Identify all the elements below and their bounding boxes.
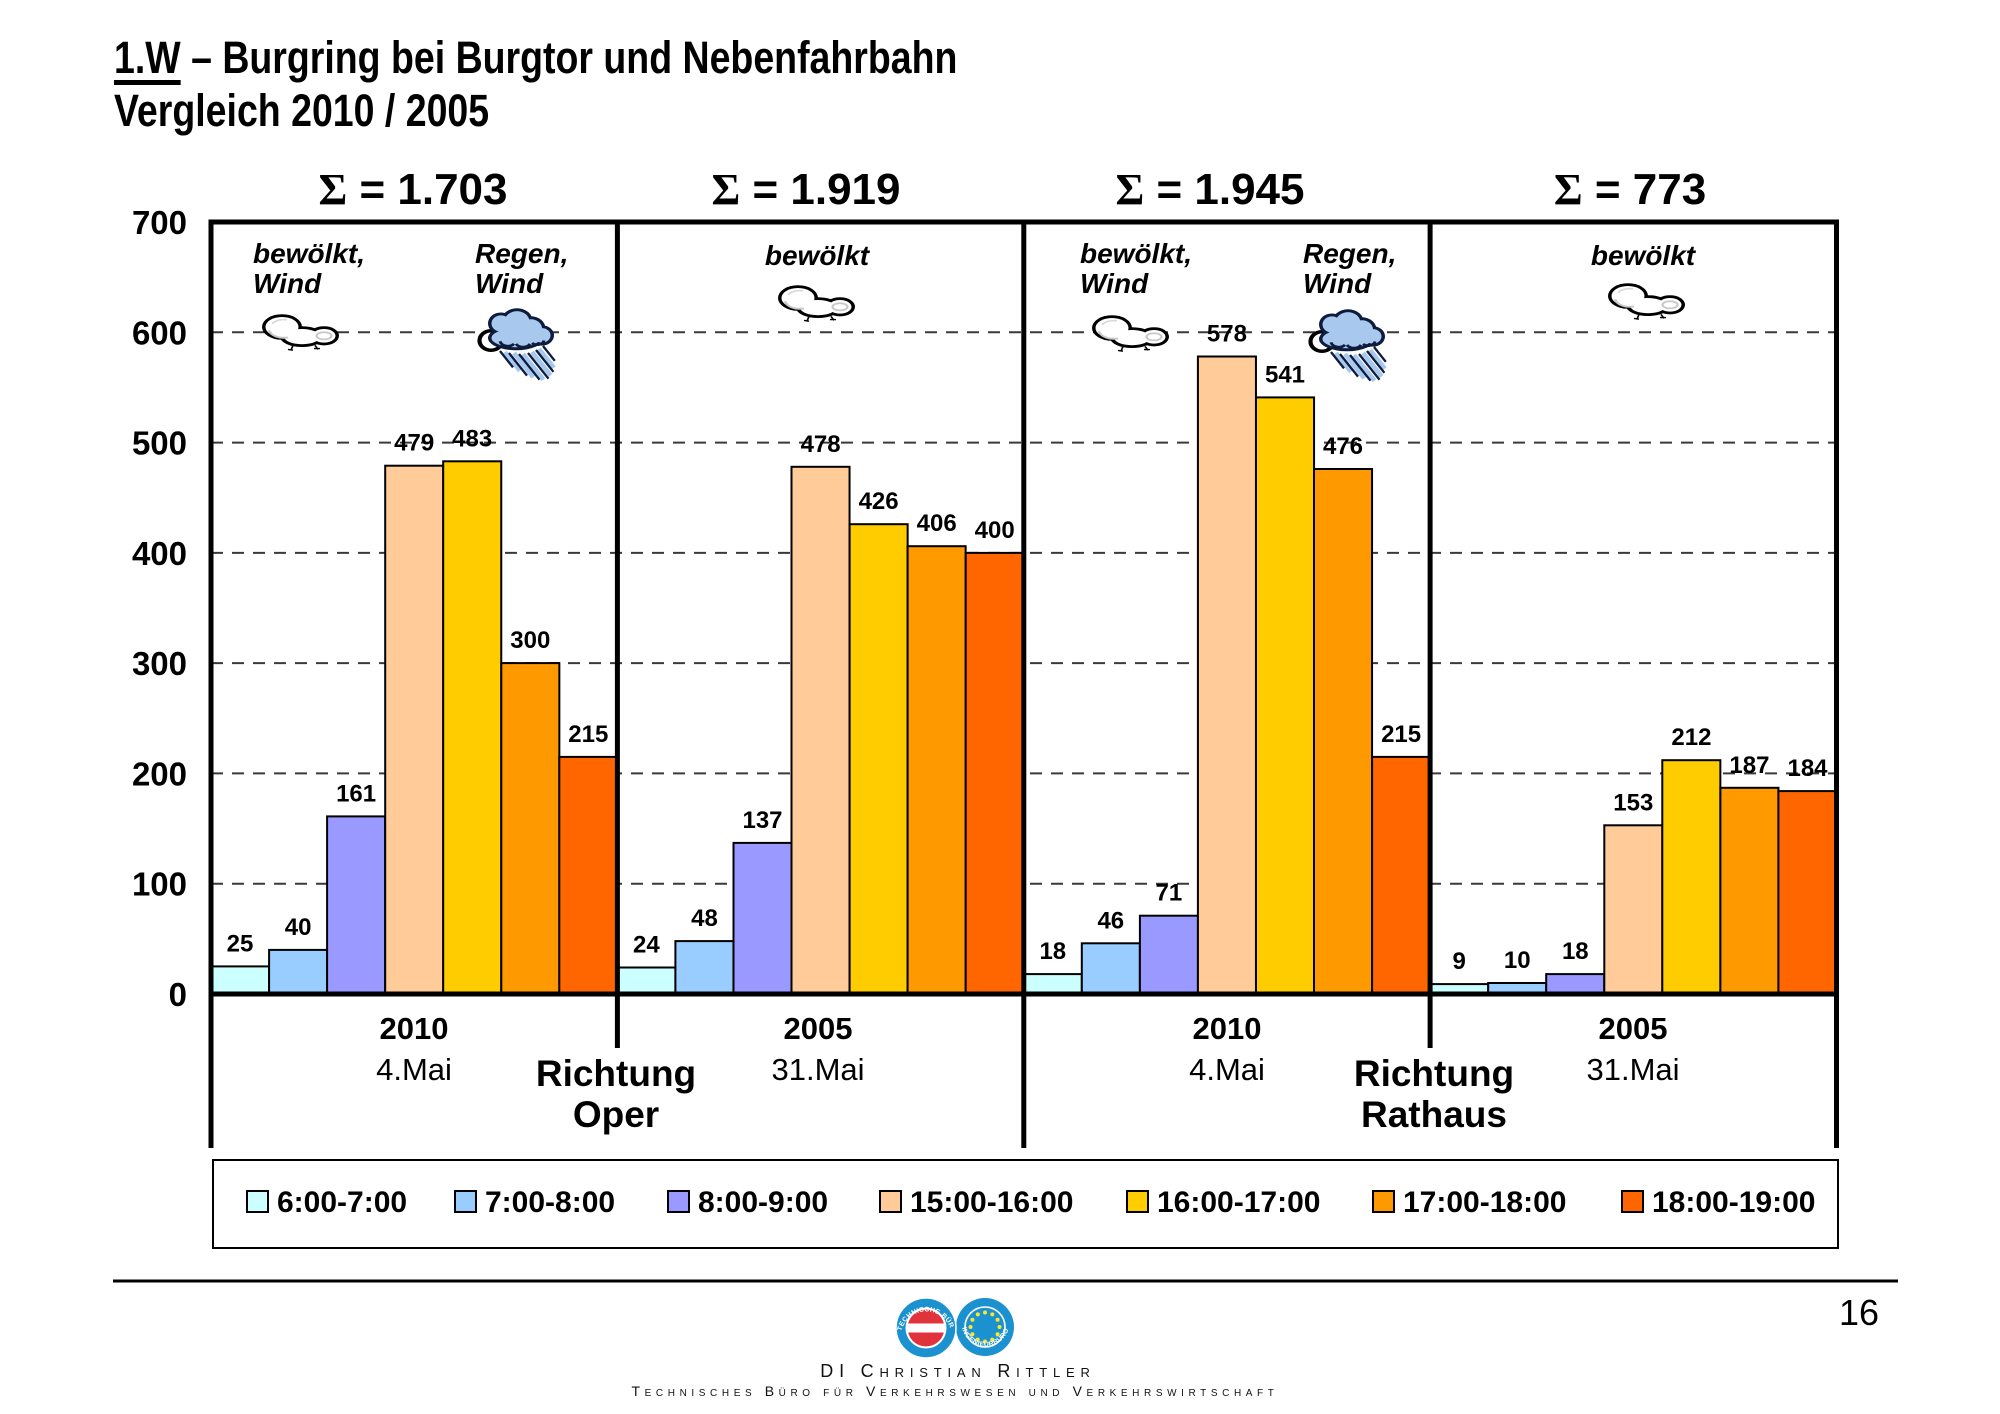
svg-text:476: 476 — [1323, 433, 1363, 460]
svg-text:16: 16 — [1839, 1292, 1879, 1333]
svg-text:Richtung: Richtung — [1354, 1053, 1514, 1094]
svg-text:2010: 2010 — [1193, 1011, 1262, 1046]
svg-text:483: 483 — [452, 425, 492, 452]
svg-text:Technisches Büro für Verkehrsw: Technisches Büro für Verkehrswesen und V… — [632, 1383, 1279, 1399]
svg-text:15:00-16:00: 15:00-16:00 — [910, 1186, 1073, 1219]
svg-text:406: 406 — [917, 510, 957, 537]
svg-text:Σ = 773: Σ = 773 — [1554, 165, 1706, 214]
svg-text:40: 40 — [285, 914, 312, 941]
svg-text:4.Mai: 4.Mai — [376, 1052, 452, 1087]
svg-text:Wind: Wind — [253, 268, 322, 299]
svg-text:215: 215 — [568, 721, 608, 748]
svg-text:Wind: Wind — [1303, 268, 1372, 299]
svg-text:46: 46 — [1097, 907, 1124, 934]
svg-text:8:00-9:00: 8:00-9:00 — [698, 1186, 828, 1219]
svg-text:200: 200 — [132, 755, 187, 792]
svg-text:31.Mai: 31.Mai — [1586, 1052, 1679, 1087]
svg-text:bewölkt,: bewölkt, — [253, 238, 365, 269]
svg-text:48: 48 — [691, 905, 718, 932]
svg-text:Wind: Wind — [475, 268, 544, 299]
svg-text:31.Mai: 31.Mai — [771, 1052, 864, 1087]
svg-text:184: 184 — [1787, 755, 1828, 782]
svg-text:541: 541 — [1265, 361, 1305, 388]
svg-text:4.Mai: 4.Mai — [1189, 1052, 1265, 1087]
svg-text:bewölkt: bewölkt — [1591, 240, 1697, 271]
svg-text:Σ = 1.703: Σ = 1.703 — [318, 165, 507, 214]
svg-text:161: 161 — [336, 780, 376, 807]
svg-text:Σ = 1.919: Σ = 1.919 — [711, 165, 900, 214]
svg-text:17:00-18:00: 17:00-18:00 — [1403, 1186, 1566, 1219]
svg-text:24: 24 — [633, 932, 660, 959]
svg-text:400: 400 — [975, 517, 1015, 544]
svg-text:2005: 2005 — [784, 1011, 853, 1046]
svg-text:7:00-8:00: 7:00-8:00 — [485, 1186, 615, 1219]
svg-text:400: 400 — [132, 535, 187, 572]
svg-text:10: 10 — [1504, 947, 1531, 974]
svg-text:Rathaus: Rathaus — [1361, 1094, 1507, 1135]
svg-text:187: 187 — [1729, 752, 1769, 779]
svg-text:215: 215 — [1381, 721, 1421, 748]
svg-text:500: 500 — [132, 425, 187, 462]
svg-text:426: 426 — [859, 488, 899, 515]
svg-text:16:00-17:00: 16:00-17:00 — [1157, 1186, 1320, 1219]
svg-text:18:00-19:00: 18:00-19:00 — [1652, 1186, 1815, 1219]
svg-text:300: 300 — [510, 627, 550, 654]
svg-text:2010: 2010 — [380, 1011, 449, 1046]
svg-text:Regen,: Regen, — [475, 238, 568, 269]
svg-text:Regen,: Regen, — [1303, 238, 1396, 269]
svg-text:600: 600 — [132, 314, 187, 351]
svg-text:0: 0 — [169, 976, 187, 1013]
svg-text:71: 71 — [1156, 880, 1183, 907]
svg-text:Σ = 1.945: Σ = 1.945 — [1115, 165, 1304, 214]
svg-text:153: 153 — [1613, 789, 1653, 816]
svg-text:bewölkt: bewölkt — [765, 240, 871, 271]
svg-text:578: 578 — [1207, 321, 1247, 348]
svg-text:100: 100 — [132, 866, 187, 903]
svg-text:9: 9 — [1453, 948, 1466, 975]
svg-text:6:00-7:00: 6:00-7:00 — [277, 1186, 407, 1219]
svg-text:DI Christian Rittler: DI Christian Rittler — [820, 1361, 1095, 1381]
svg-text:300: 300 — [132, 645, 187, 682]
svg-text:18: 18 — [1562, 938, 1589, 965]
svg-text:2005: 2005 — [1599, 1011, 1668, 1046]
svg-text:Oper: Oper — [573, 1094, 659, 1135]
svg-text:478: 478 — [801, 431, 841, 458]
svg-text:Wind: Wind — [1080, 268, 1149, 299]
svg-text:bewölkt,: bewölkt, — [1080, 238, 1192, 269]
svg-text:25: 25 — [227, 930, 254, 957]
svg-text:212: 212 — [1671, 724, 1711, 751]
svg-text:137: 137 — [742, 807, 782, 834]
svg-text:479: 479 — [394, 430, 434, 457]
svg-text:Richtung: Richtung — [536, 1053, 696, 1094]
svg-text:18: 18 — [1039, 938, 1066, 965]
svg-text:700: 700 — [132, 204, 187, 241]
